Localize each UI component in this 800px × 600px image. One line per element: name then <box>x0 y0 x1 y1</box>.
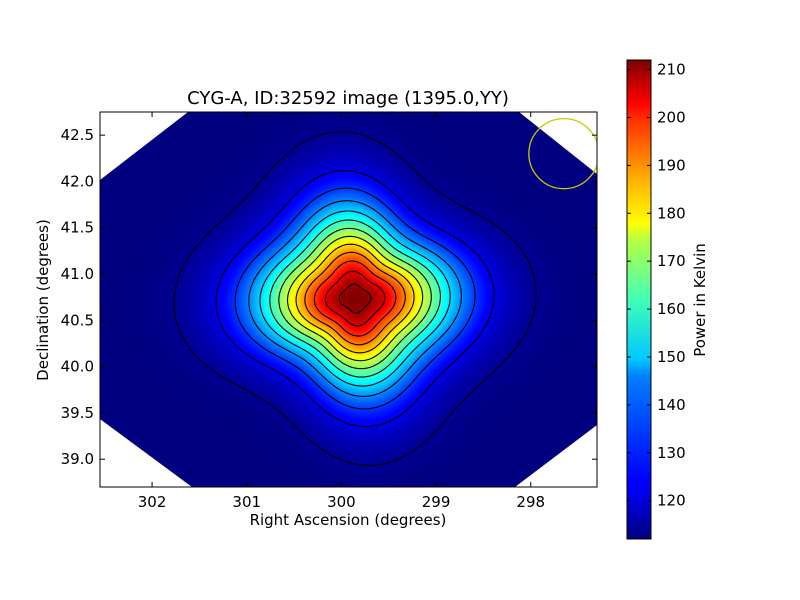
colorbar-tick-label: 150 <box>657 348 686 366</box>
colorbar-tick-label: 140 <box>657 396 686 414</box>
x-axis-label: Right Ascension (degrees) <box>250 511 447 529</box>
contour-line <box>324 270 386 327</box>
y-tick-label: 40.0 <box>61 358 94 376</box>
x-axis-ticks: 302 301 300 299 298 <box>138 112 545 511</box>
y-tick-label: 39.5 <box>61 404 94 422</box>
colorbar-tick-label: 200 <box>657 108 686 126</box>
colorbar-tick-label: 190 <box>657 156 686 174</box>
x-tick-label: 299 <box>422 493 451 511</box>
y-tick-label: 41.0 <box>61 265 94 283</box>
beam-circle <box>528 118 597 190</box>
contour-line <box>259 210 451 387</box>
chart-title: CYG-A, ID:32592 image (1395.0,YY) <box>187 88 509 109</box>
x-tick-label: 301 <box>232 493 261 511</box>
y-axis-ticks: 39.0 39.5 40.0 40.5 41.0 41.5 42.0 42.5 <box>61 126 597 468</box>
contour-line <box>248 200 462 397</box>
x-tick-label: 300 <box>327 493 356 511</box>
x-tick-label: 302 <box>138 493 167 511</box>
contour-line <box>278 227 432 370</box>
x-tick-label: 298 <box>516 493 545 511</box>
plot-frame <box>99 111 598 488</box>
contour-line <box>295 243 415 354</box>
colorbar-tick-label: 120 <box>657 492 686 510</box>
colorbar-label: Power in Kelvin <box>691 243 709 357</box>
colorbar-tick-label: 210 <box>657 61 686 79</box>
colorbar-tick-label: 160 <box>657 300 686 318</box>
contour-line <box>313 260 397 337</box>
contour-line <box>173 131 537 466</box>
colorbar-tick-label: 170 <box>657 252 686 270</box>
plot-area: 302 301 300 299 298 39.0 39.5 40.0 40.5 41.0 41.5… <box>61 111 598 511</box>
contour-line <box>234 187 476 410</box>
masked-corner <box>100 112 188 180</box>
masked-corners <box>100 112 597 487</box>
y-tick-label: 41.5 <box>61 219 94 237</box>
contour-line <box>286 235 424 362</box>
contour-line <box>269 219 441 378</box>
y-tick-label: 42.0 <box>61 172 94 190</box>
y-tick-label: 42.5 <box>61 126 94 144</box>
colorbar-gradient <box>626 59 652 540</box>
colorbar-tick-label: 180 <box>657 204 686 222</box>
y-tick-label: 40.5 <box>61 311 94 329</box>
colorbar-ticks: 120 130 140 150 160 170 180 190 200 210 <box>627 61 686 510</box>
heatmap-image <box>100 112 597 487</box>
contour-line <box>304 251 406 346</box>
masked-corner <box>519 112 597 174</box>
contour-line <box>215 170 495 428</box>
colorbar-tick-label: 130 <box>657 444 686 462</box>
y-axis-label: Declination (degrees) <box>34 219 52 381</box>
contour-lines <box>173 131 537 466</box>
colorbar: 120 130 140 150 160 170 180 190 200 210 Power in … <box>626 59 709 540</box>
contour-line <box>338 283 372 314</box>
masked-corner <box>515 425 597 487</box>
masked-corner <box>100 419 192 487</box>
y-tick-label: 39.0 <box>61 450 94 468</box>
